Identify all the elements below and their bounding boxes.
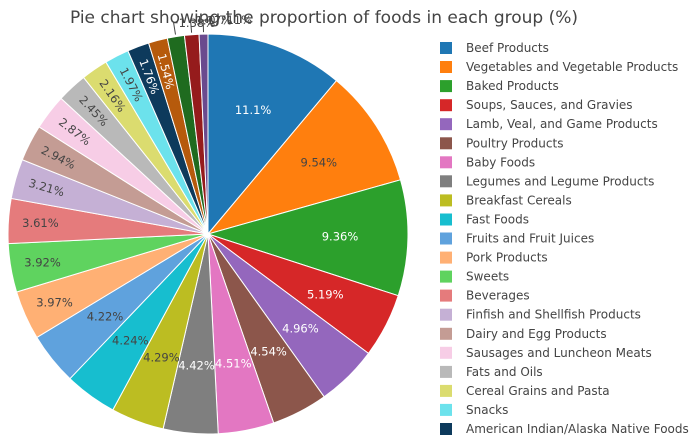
legend-item-label[interactable]: Beef Products [466,41,549,55]
slice-label-leader-line [173,22,178,35]
legend-item-label[interactable]: Sweets [466,270,509,284]
legend-item-label[interactable]: Beverages [466,289,530,303]
legend-swatch[interactable] [440,423,452,435]
legend: Beef Products Vegetables and Vegetable Pr… [440,41,689,436]
legend-swatch[interactable] [440,194,452,207]
legend-item-label[interactable]: Vegetables and Vegetable Products [466,60,678,74]
slice-value-label: 4.96% [282,321,319,335]
slice-value-label: 4.42% [178,359,215,373]
legend-swatch[interactable] [440,327,452,340]
pie-slice-vegetables-and-vegetable-products[interactable] [206,79,402,235]
slice-value-label: 1.17% [196,14,233,28]
slice-value-label: 11.1% [235,103,272,117]
legend-swatch[interactable] [440,80,452,93]
slice-value-label: 3.97% [36,295,73,309]
slice-value-label: 0.711% [208,13,252,27]
legend-item-label[interactable]: Cereal Grains and Pasta [466,384,610,398]
slice-value-label: 3.92% [24,256,61,270]
legend-item-label[interactable]: American Indian/Alaska Native Foods [466,422,689,436]
pie-slices [7,33,409,435]
slice-label-leader-line [190,20,195,33]
legend-item-label[interactable]: Baby Foods [466,155,535,169]
slice-label-leader-line [202,19,208,33]
legend-swatch[interactable] [440,137,452,150]
legend-item-label[interactable]: Soups, Sauces, and Gravies [466,98,633,112]
slice-value-label: 4.51% [215,357,252,371]
legend-swatch[interactable] [440,308,452,321]
legend-swatch[interactable] [440,403,452,416]
pie-slice-baked-products[interactable] [206,179,409,297]
legend-swatch[interactable] [440,365,452,378]
legend-swatch[interactable] [440,213,452,226]
legend-swatch[interactable] [440,251,452,264]
legend-swatch[interactable] [440,175,452,188]
slice-value-label: 9.54% [301,155,338,169]
pie-slice-beef-products[interactable] [207,33,338,236]
legend-swatch[interactable] [440,384,452,397]
legend-item-label[interactable]: Baked Products [466,79,559,93]
legend-swatch[interactable] [440,289,452,302]
legend-item-label[interactable]: Breakfast Cereals [466,193,572,207]
legend-swatch[interactable] [440,346,452,359]
legend-item-label[interactable]: Pork Products [466,251,548,265]
slice-value-label: 4.54% [250,344,287,358]
slice-value-label: 4.29% [143,351,180,365]
slice-value-label: 4.24% [112,334,149,348]
slice-value-label: 5.19% [307,288,344,302]
chart-title: Pie chart showing the proportion of food… [70,8,578,28]
slice-value-label: 3.61% [22,216,59,230]
legend-item-label[interactable]: Finfish and Shellfish Products [466,308,641,322]
legend-item-label[interactable]: Sausages and Luncheon Meats [466,346,652,360]
legend-swatch[interactable] [440,118,452,131]
pie-slice-group-25[interactable] [198,33,209,235]
legend-swatch[interactable] [440,99,452,112]
legend-item-label[interactable]: Lamb, Veal, and Game Products [466,117,658,131]
legend-swatch[interactable] [440,156,452,169]
legend-item-label[interactable]: Poultry Products [466,136,563,150]
legend-item-label[interactable]: Fast Foods [466,213,529,227]
legend-item-label[interactable]: Fats and Oils [466,365,543,379]
legend-item-label[interactable]: Dairy and Egg Products [466,327,607,341]
slice-value-label: 1.38% [179,16,216,30]
legend-swatch[interactable] [440,61,452,73]
legend-item-label[interactable]: Legumes and Legume Products [466,174,654,188]
legend-swatch[interactable] [440,42,452,54]
legend-swatch[interactable] [440,270,452,283]
slice-value-label: 9.36% [322,230,359,244]
legend-swatch[interactable] [440,232,452,245]
legend-item-label[interactable]: Snacks [466,403,508,417]
slice-value-label: 4.22% [87,310,124,324]
legend-item-label[interactable]: Fruits and Fruit Juices [466,232,594,246]
